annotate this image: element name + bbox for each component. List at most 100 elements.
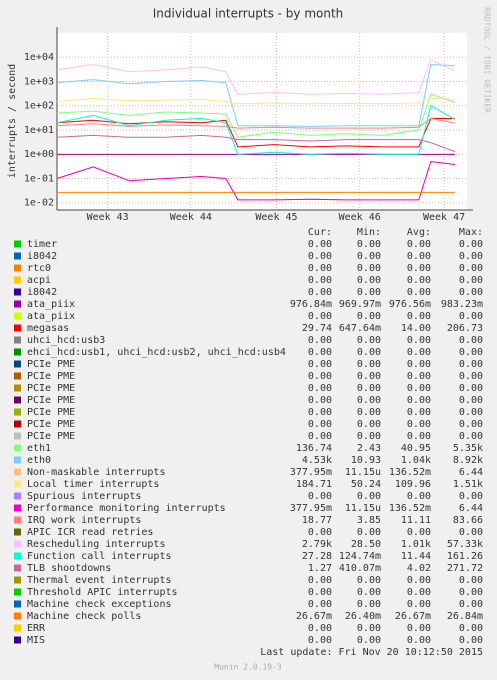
legend-stat: 271.72 bbox=[447, 563, 483, 574]
legend-stat: 0.00 bbox=[308, 311, 332, 322]
legend-stat: 0.00 bbox=[459, 395, 483, 406]
legend-stat: 0.00 bbox=[459, 335, 483, 346]
legend-stat: 0.00 bbox=[357, 251, 381, 262]
legend-stat: 0.00 bbox=[308, 431, 332, 442]
legend-stat: 0.00 bbox=[357, 491, 381, 502]
legend-stat: 0.00 bbox=[308, 419, 332, 430]
legend-swatch bbox=[14, 480, 21, 488]
legend-stat: 0.00 bbox=[407, 251, 431, 262]
legend-stat: 983.23m bbox=[441, 299, 483, 310]
legend-stat: 969.97m bbox=[339, 299, 381, 310]
legend-stat: 0.00 bbox=[459, 275, 483, 286]
legend-swatch bbox=[14, 636, 21, 644]
legend-stat: 0.00 bbox=[357, 623, 381, 634]
legend-stat: 0.00 bbox=[407, 527, 431, 538]
legend-stat: 0.00 bbox=[407, 599, 431, 610]
legend-stat: 0.00 bbox=[308, 491, 332, 502]
legend-stat: 1.27 bbox=[308, 563, 332, 574]
legend-stat: 0.00 bbox=[407, 407, 431, 418]
legend-stat: 976.84m bbox=[290, 299, 332, 310]
legend-stat: 0.00 bbox=[407, 263, 431, 274]
series-line bbox=[56, 134, 456, 153]
legend-name: Non-maskable interrupts bbox=[27, 467, 165, 478]
legend-name: Function call interrupts bbox=[27, 551, 172, 562]
legend-stat: 0.00 bbox=[407, 335, 431, 346]
legend-stat: 26.84m bbox=[447, 611, 483, 622]
series-line bbox=[56, 93, 456, 138]
x-tick-label: Week 47 bbox=[423, 212, 465, 223]
legend-stat: 0.00 bbox=[357, 311, 381, 322]
x-tick-label: Week 43 bbox=[87, 212, 129, 223]
legend-swatch bbox=[14, 624, 21, 632]
legend-swatch bbox=[14, 456, 21, 464]
legend-swatch bbox=[14, 360, 21, 368]
legend-stat: 0.00 bbox=[407, 275, 431, 286]
chart-title: Individual interrupts - by month bbox=[153, 7, 344, 21]
legend-stat: 0.00 bbox=[357, 263, 381, 274]
legend-stat: 0.00 bbox=[308, 239, 332, 250]
legend-swatch bbox=[14, 240, 21, 248]
legend-stat: 0.00 bbox=[308, 587, 332, 598]
legend-stat: 57.33k bbox=[447, 539, 483, 550]
legend-stat: 0.00 bbox=[308, 287, 332, 298]
side-label: RRDTOOL / TOBI OETIKER bbox=[483, 7, 492, 113]
series-line bbox=[56, 58, 456, 95]
legend-stat: 0.00 bbox=[459, 407, 483, 418]
y-tick-label: 1e+04 bbox=[24, 52, 54, 63]
legend-stat: 0.00 bbox=[407, 623, 431, 634]
legend-stat: 0.00 bbox=[459, 491, 483, 502]
legend-name: Machine check exceptions bbox=[27, 599, 172, 610]
legend-stat: 0.00 bbox=[308, 335, 332, 346]
legend-stat: 0.00 bbox=[459, 575, 483, 586]
legend-name: eth1 bbox=[27, 443, 51, 454]
legend-stat: 0.00 bbox=[459, 599, 483, 610]
legend-name: PCIe PME bbox=[27, 395, 75, 406]
legend-name: APIC ICR read retries bbox=[27, 527, 153, 538]
legend-name: rtc0 bbox=[27, 263, 51, 274]
series-line bbox=[56, 160, 455, 201]
legend-swatch bbox=[14, 444, 21, 452]
legend-stat: 0.00 bbox=[459, 239, 483, 250]
legend-stat: 11.11 bbox=[401, 515, 431, 526]
legend-stat: 0.00 bbox=[308, 347, 332, 358]
legend-stat: 0.00 bbox=[357, 275, 381, 286]
legend-name: PCIe PME bbox=[27, 419, 75, 430]
legend-swatch bbox=[14, 408, 21, 416]
legend-stat: 0.00 bbox=[459, 311, 483, 322]
legend-swatch bbox=[14, 588, 21, 596]
legend-name: megasas bbox=[27, 323, 69, 334]
legend-stat: 0.00 bbox=[357, 287, 381, 298]
legend-stat: 0.00 bbox=[308, 407, 332, 418]
legend-swatch bbox=[14, 432, 21, 440]
footer: Munin 2.0.19-3 bbox=[214, 663, 282, 672]
legend-stat: 377.95m bbox=[290, 467, 332, 478]
legend-stat: 6.44 bbox=[459, 467, 483, 478]
legend-name: ERR bbox=[27, 623, 46, 634]
legend-stat: 0.00 bbox=[407, 371, 431, 382]
legend-header: Avg: bbox=[407, 227, 431, 238]
x-tick-label: Week 45 bbox=[255, 212, 297, 223]
legend-stat: 11.44 bbox=[401, 551, 431, 562]
legend-swatch bbox=[14, 492, 21, 500]
legend-stat: 377.95m bbox=[290, 503, 332, 514]
legend-name: TLB shootdowns bbox=[27, 563, 111, 574]
legend-stat: 647.64m bbox=[339, 323, 381, 334]
legend-name: Rescheduling interrupts bbox=[27, 539, 165, 550]
legend-swatch bbox=[14, 552, 21, 560]
legend-swatch bbox=[14, 420, 21, 428]
legend-stat: 136.52m bbox=[389, 467, 431, 478]
legend-stat: 0.00 bbox=[357, 383, 381, 394]
legend-stat: 2.79k bbox=[302, 539, 332, 550]
x-tick-label: Week 46 bbox=[339, 212, 381, 223]
legend-stat: 0.00 bbox=[308, 575, 332, 586]
legend-stat: 0.00 bbox=[357, 347, 381, 358]
legend-swatch bbox=[14, 600, 21, 608]
legend-stat: 4.02 bbox=[407, 563, 431, 574]
series-line bbox=[56, 63, 455, 127]
legend-name: uhci_hcd:usb3 bbox=[27, 335, 105, 346]
legend-stat: 0.00 bbox=[308, 371, 332, 382]
legend-swatch bbox=[14, 372, 21, 380]
plot-area bbox=[57, 33, 467, 210]
